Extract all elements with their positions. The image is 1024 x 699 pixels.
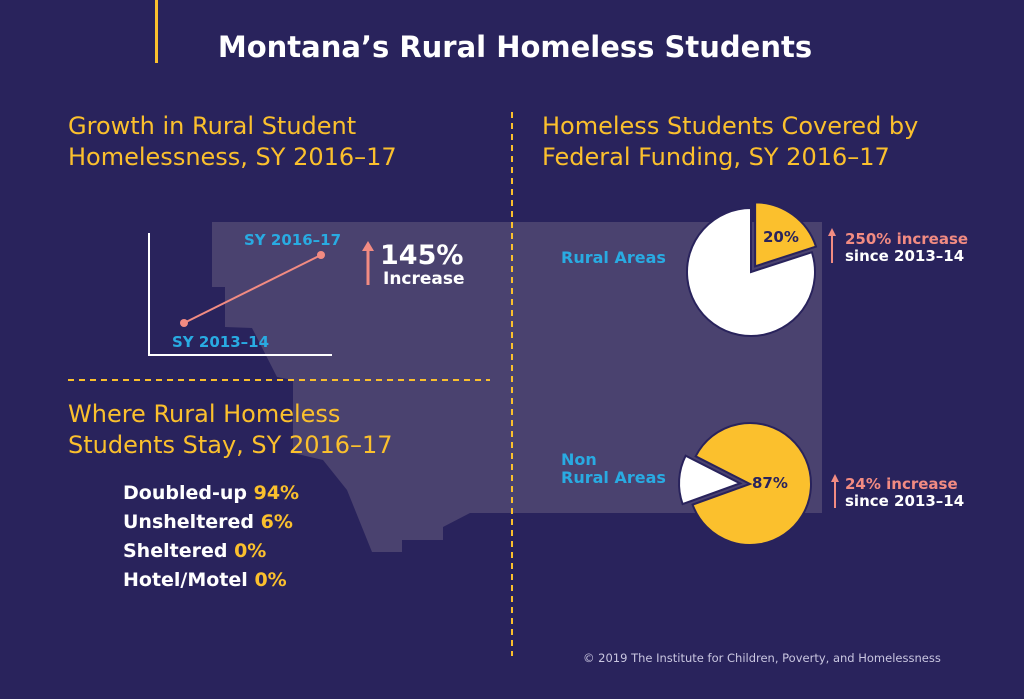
accent-bar xyxy=(155,0,158,63)
stay-heading: Where Rural Homeless Students Stay, SY 2… xyxy=(68,399,393,461)
rural-increase-since: since 2013–14 xyxy=(845,247,965,265)
non-rural-increase-value: 24% increase xyxy=(845,475,958,493)
point-sy-2016-17 xyxy=(317,251,325,259)
stay-heading-line1: Where Rural Homeless xyxy=(68,400,341,428)
copyright: © 2019 The Institute for Children, Pover… xyxy=(583,651,941,665)
page-title: Montana’s Rural Homeless Students xyxy=(217,30,813,64)
non-rural-areas-label: Non Rural Areas xyxy=(561,451,666,487)
funding-heading-line1: Homeless Students Covered by xyxy=(542,112,919,140)
increase-label: Increase xyxy=(383,269,465,289)
up-arrow-icon xyxy=(362,241,374,285)
stay-label: Unsheltered xyxy=(123,511,255,533)
line-chart-axes xyxy=(148,233,332,356)
stay-item: Unsheltered 6% xyxy=(123,508,299,537)
non-rural-label-line2: Rural Areas xyxy=(561,468,666,487)
label-sy-2013-14: SY 2013–14 xyxy=(172,333,270,351)
stay-label: Hotel/Motel xyxy=(123,569,248,591)
pie-slice-covered xyxy=(691,422,812,546)
growth-line xyxy=(183,254,322,324)
funding-heading-line2: Federal Funding, SY 2016–17 xyxy=(542,143,890,171)
growth-heading-line2: Homelessness, SY 2016–17 xyxy=(68,143,397,171)
non-rural-pct-label: 87% xyxy=(752,474,788,492)
rural-increase-value: 250% increase xyxy=(845,230,969,248)
stay-item: Doubled-up 94% xyxy=(123,479,299,508)
stay-list: Doubled-up 94% Unsheltered 6% Sheltered … xyxy=(123,479,299,595)
growth-heading: Growth in Rural Student Homelessness, SY… xyxy=(68,111,397,173)
stay-label: Doubled-up xyxy=(123,482,247,504)
pie-non-rural-areas xyxy=(678,422,812,546)
pie-slice-not-covered xyxy=(686,206,816,337)
non-rural-increase: 24% increase since 2013–14 xyxy=(845,476,964,510)
label-sy-2016-17: SY 2016–17 xyxy=(244,231,342,249)
funding-heading: Homeless Students Covered by Federal Fun… xyxy=(542,111,918,173)
pie-rural-areas xyxy=(686,201,818,337)
stay-item: Hotel/Motel 0% xyxy=(123,566,299,595)
montana-silhouette xyxy=(212,222,822,552)
rural-pct-label: 20% xyxy=(763,228,799,246)
non-rural-increase-since: since 2013–14 xyxy=(845,492,965,510)
up-arrow-icon xyxy=(828,228,836,263)
stay-value: 0% xyxy=(254,569,287,591)
up-arrow-icon xyxy=(831,474,839,508)
pie-slice-not-covered xyxy=(678,454,743,506)
rural-areas-label: Rural Areas xyxy=(561,248,666,267)
non-rural-label-line1: Non xyxy=(561,450,597,469)
pie-slice-covered xyxy=(754,201,818,268)
growth-heading-line1: Growth in Rural Student xyxy=(68,112,357,140)
stay-heading-line2: Students Stay, SY 2016–17 xyxy=(68,431,393,459)
stay-value: 6% xyxy=(260,511,293,533)
stay-value: 0% xyxy=(234,540,267,562)
rural-increase: 250% increase since 2013–14 xyxy=(845,231,968,265)
stay-value: 94% xyxy=(253,482,300,504)
point-sy-2013-14 xyxy=(180,319,188,327)
stay-item: Sheltered 0% xyxy=(123,537,299,566)
stay-label: Sheltered xyxy=(123,540,228,562)
increase-value: 145% xyxy=(380,240,464,271)
